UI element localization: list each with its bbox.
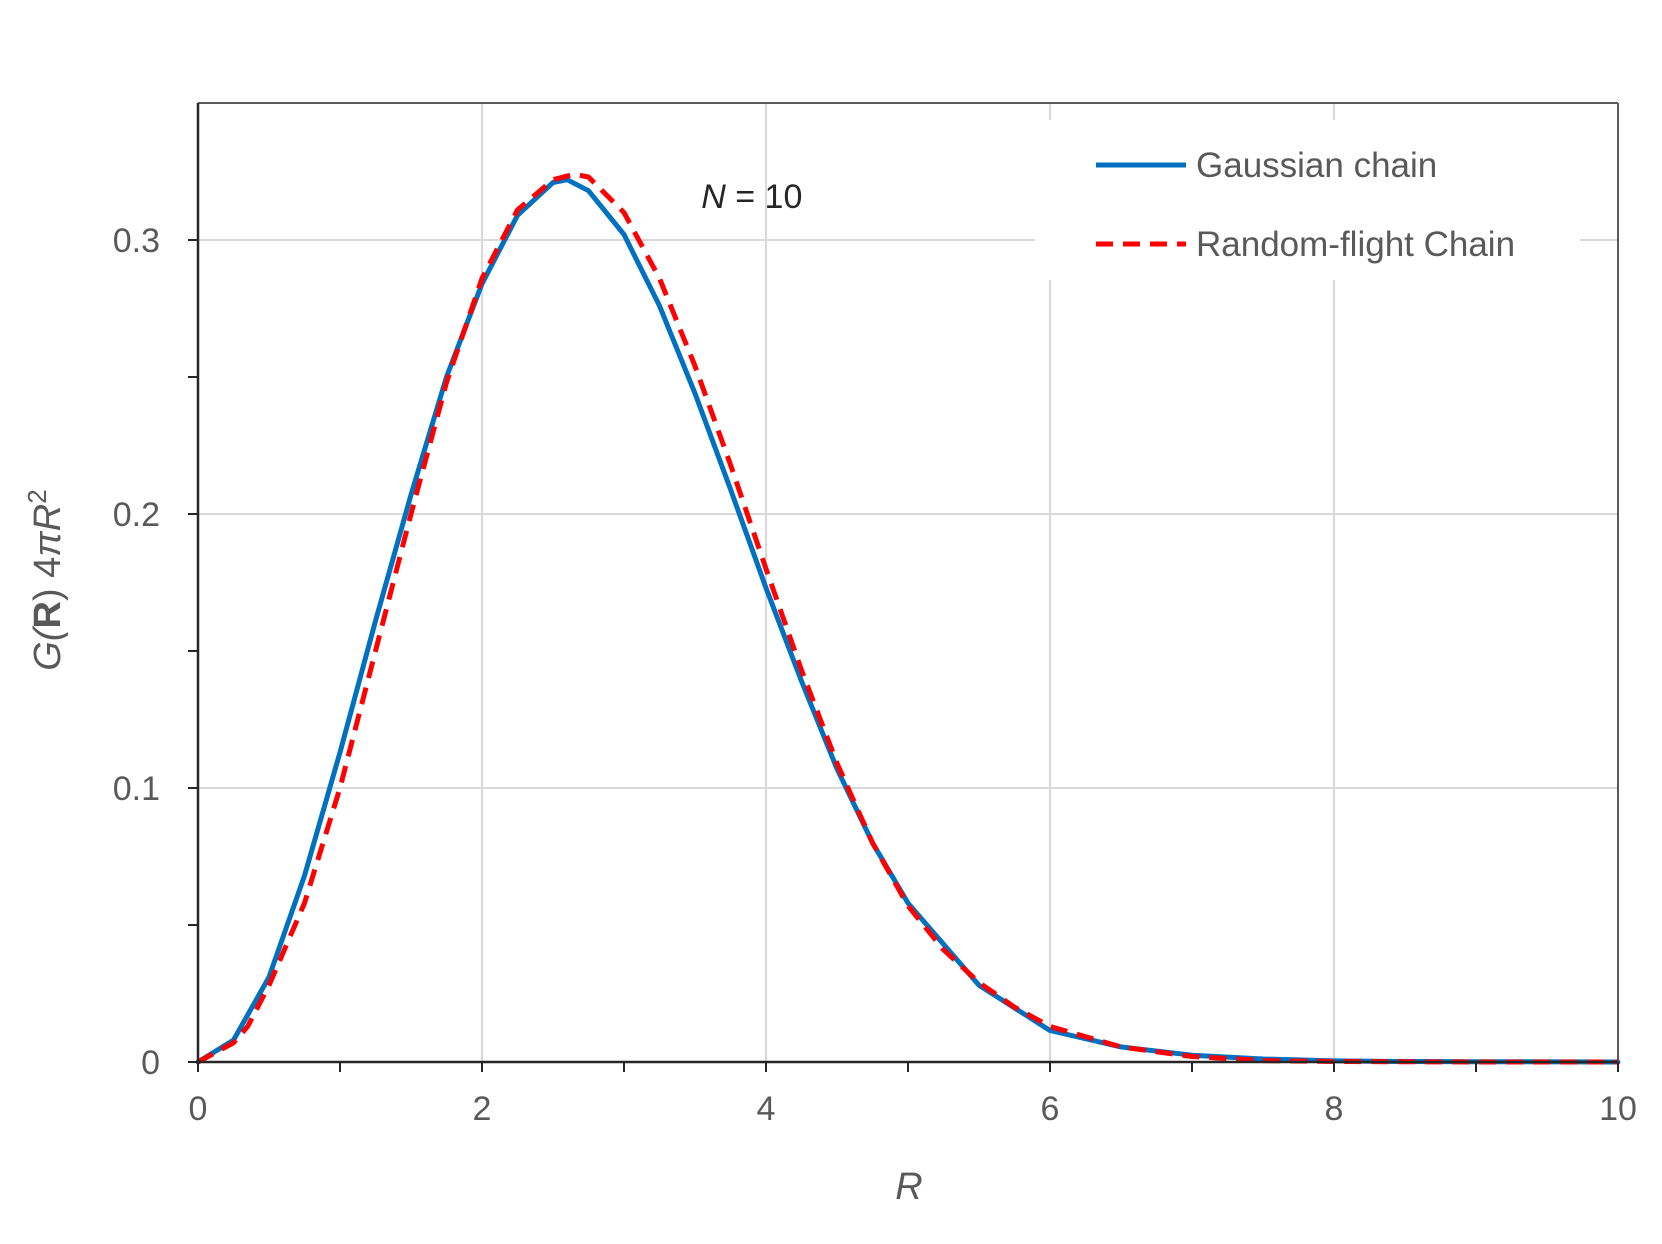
y-tick-label: 0.1 bbox=[113, 770, 160, 808]
legend: Gaussian chain Random-flight Chain bbox=[1035, 120, 1580, 280]
legend-label-random-flight: Random-flight Chain bbox=[1196, 225, 1515, 264]
x-tick-label: 6 bbox=[1041, 1090, 1060, 1128]
x-tick-label: 10 bbox=[1599, 1090, 1637, 1128]
y-tick-label: 0 bbox=[141, 1044, 160, 1082]
x-tick-label: 0 bbox=[189, 1090, 208, 1128]
x-tick-label: 4 bbox=[757, 1090, 776, 1128]
y-tick-label: 0.3 bbox=[113, 222, 160, 260]
annotation-n: N = 10 bbox=[701, 178, 802, 216]
y-axis-label: G(R) 4πR2 bbox=[22, 489, 69, 670]
series-lines bbox=[195, 171, 1621, 1065]
legend-label-gaussian: Gaussian chain bbox=[1196, 146, 1437, 185]
series-line-gaussian-chain bbox=[195, 177, 1621, 1065]
y-tick-label: 0.2 bbox=[113, 496, 160, 534]
legend-background bbox=[1035, 120, 1580, 280]
series-line-random-flight-chain bbox=[196, 171, 1618, 1065]
x-tick-label: 8 bbox=[1325, 1090, 1344, 1128]
x-tick-label: 2 bbox=[473, 1090, 492, 1128]
x-axis-label: R bbox=[895, 1166, 922, 1208]
tick-labels: 0 2 4 6 8 10 0 0.1 0.2 0.3 bbox=[113, 222, 1637, 1128]
axes bbox=[188, 103, 1619, 1072]
